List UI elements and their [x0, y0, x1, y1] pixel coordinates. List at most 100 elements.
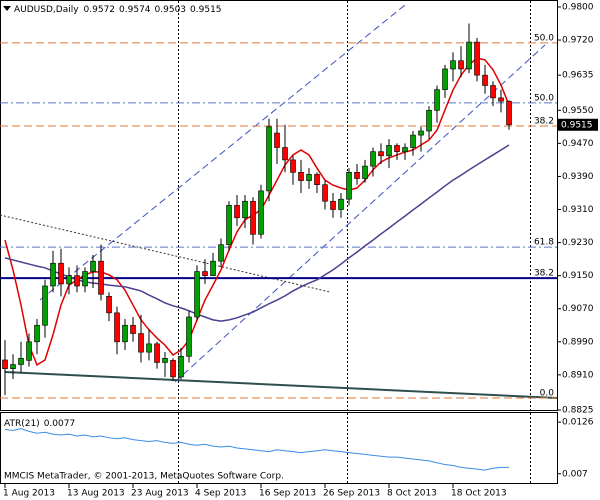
candle-body	[34, 324, 40, 343]
x-tick-label: 18 Oct 2013	[451, 489, 507, 499]
candle-body	[482, 74, 488, 86]
candle-body	[26, 341, 32, 361]
candle-body	[418, 130, 424, 136]
candle-body	[338, 198, 344, 210]
line-series	[4, 57, 510, 367]
x-tick-label: 16 Sep 2013	[259, 489, 316, 499]
y-tick-label: 0.8910	[562, 370, 594, 380]
last-low: 0.9503	[155, 5, 187, 15]
candle-body	[474, 41, 480, 76]
candle-body	[506, 100, 512, 126]
candle-body	[402, 147, 408, 152]
atr-frame	[0, 412, 558, 484]
support-line	[4, 371, 557, 399]
candle-body	[218, 244, 224, 262]
atr-plot	[4, 428, 509, 471]
candle-body	[90, 260, 96, 272]
atr-header: ATR(21) 0.0077	[4, 419, 75, 429]
candle-body	[450, 60, 456, 70]
atr-title: ATR(21)	[4, 419, 40, 429]
menu-triangle	[3, 6, 11, 11]
x-tick-label: 13 Aug 2013	[67, 489, 125, 499]
atr-last: 0.0077	[44, 419, 76, 429]
fibo-label: 38.2	[534, 269, 554, 279]
candle-body	[394, 145, 400, 152]
candle-body	[266, 126, 272, 192]
y-tick-label: 0.8825	[562, 406, 594, 416]
fibo-label: 50.0	[534, 93, 554, 103]
candle-body	[386, 145, 392, 157]
channel-line	[174, 44, 546, 383]
last-close: 0.9515	[190, 5, 222, 15]
fibo-label: 0.0	[540, 389, 555, 399]
y-tick-label: 0.9800	[562, 2, 594, 12]
candle-body	[362, 165, 368, 179]
last-high: 0.9574	[119, 5, 151, 15]
candle-body	[58, 262, 64, 285]
fibo-label: 38.2	[534, 117, 554, 127]
candle-body	[42, 285, 48, 326]
dotted-trendline	[0, 214, 331, 293]
price-marker	[558, 118, 598, 131]
y-tick-label: 0.9470	[562, 139, 594, 149]
candle-body	[210, 260, 216, 276]
fibo-label: 61.8	[534, 238, 554, 248]
x-tick-label: 8 Oct 2013	[387, 489, 437, 499]
candle-body	[114, 312, 120, 343]
y-tick-label: 0.8990	[562, 337, 594, 347]
candle-body	[330, 200, 336, 210]
y-tick-label: 0.9550	[562, 106, 594, 116]
axes: 0.9800 0.9720 0.9635 0.9550 0.9470 0.9390 0.93…	[3, 2, 598, 499]
candle-body	[490, 85, 496, 99]
y-tick-label: 0.9720	[562, 36, 594, 46]
fibo-label: 50.0	[534, 33, 554, 43]
y-tick-label: 0.9230	[562, 238, 594, 248]
candle-body	[106, 296, 112, 314]
candle-body	[18, 358, 24, 365]
y-tick-label: 0.9635	[562, 71, 594, 81]
candle-body	[370, 151, 376, 167]
candle-body	[354, 172, 360, 179]
candle-body	[426, 110, 432, 132]
candle-body	[378, 151, 384, 157]
x-tick-label: 23 Aug 2013	[131, 489, 189, 499]
line-series	[4, 144, 510, 322]
candle-body	[274, 132, 280, 148]
candle-body	[194, 271, 200, 318]
candle-body	[74, 275, 80, 287]
candle-body	[186, 316, 192, 357]
y-tick-label: 0.9310	[562, 205, 594, 215]
candle-body	[442, 68, 448, 90]
candle-body	[66, 275, 72, 285]
candle-body	[250, 200, 256, 235]
candle-body	[122, 324, 128, 343]
candle-body	[346, 172, 352, 200]
candle-body	[98, 260, 104, 295]
candle-body	[298, 172, 304, 181]
candle-body	[458, 60, 464, 70]
candle-body	[50, 262, 56, 287]
candle-body	[306, 174, 312, 181]
candle-body	[2, 359, 8, 369]
candle-body	[146, 343, 152, 353]
candle-body	[178, 355, 184, 378]
y-tick-label: 0.9150	[562, 271, 594, 281]
price-plot	[2, 23, 512, 396]
last-open: 0.9572	[84, 5, 116, 15]
main-frame	[0, 0, 558, 411]
candle-body	[130, 324, 136, 334]
y-tick-label: 0.007	[562, 469, 588, 479]
x-tick-label: 1 Aug 2013	[3, 489, 55, 499]
candle-body	[82, 271, 88, 287]
candle-body	[498, 97, 504, 102]
x-tick-label: 4 Sep 2013	[195, 489, 246, 499]
symbol-title: AUDUSD,Daily	[14, 5, 79, 15]
candle-body	[290, 159, 296, 173]
period-separators	[178, 1, 531, 483]
watermark: MMCIS MetaTrader, © 2001-2013, MetaQuote…	[4, 472, 284, 482]
candle-body	[282, 147, 288, 161]
line-series	[4, 428, 509, 471]
